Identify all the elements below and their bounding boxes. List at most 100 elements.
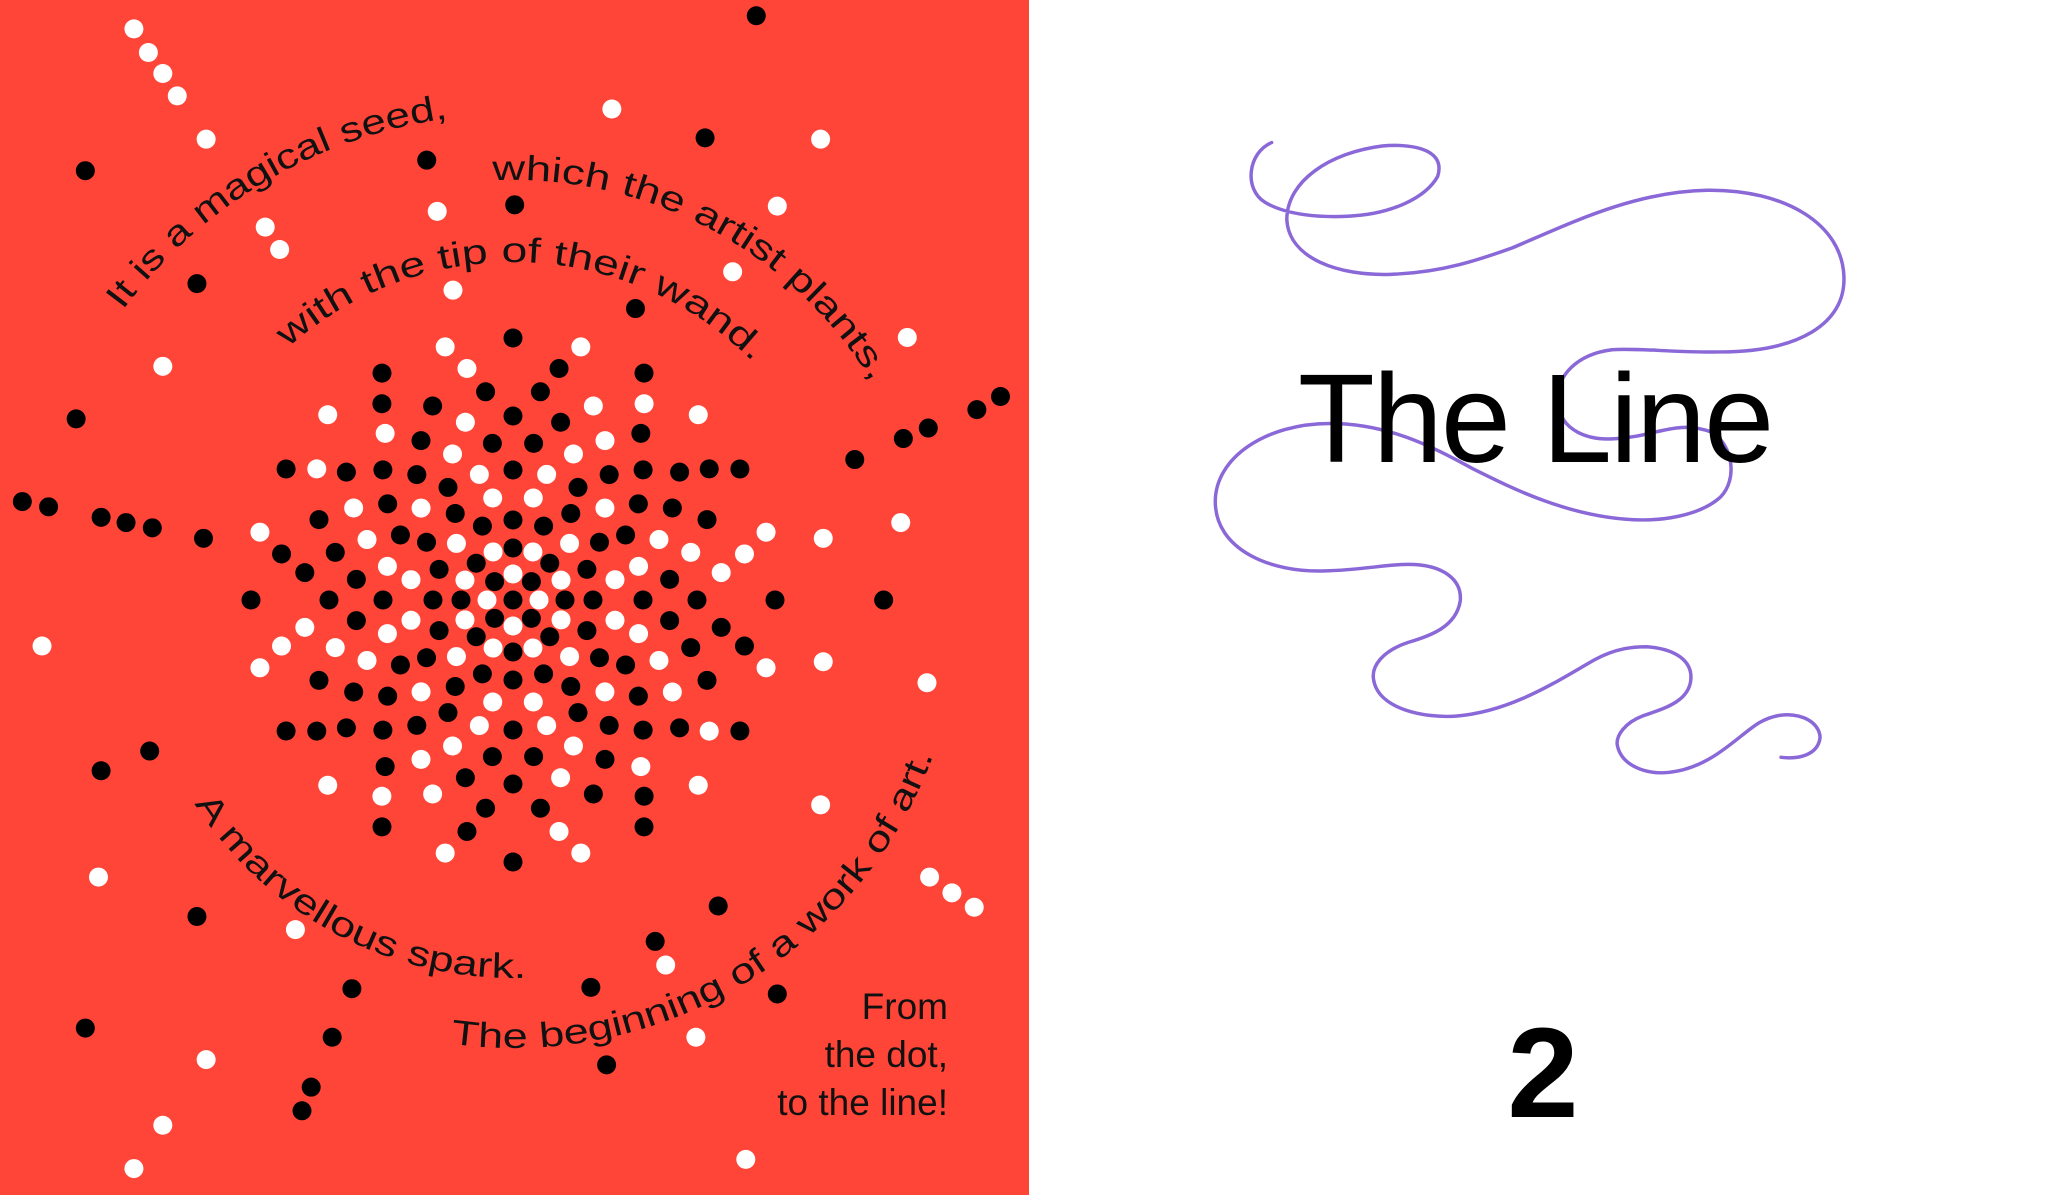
dot: [551, 570, 571, 590]
dot: [272, 636, 292, 656]
dot: [390, 655, 410, 675]
dot: [373, 720, 393, 740]
dot: [457, 821, 477, 841]
dot: [438, 703, 458, 723]
dot: [625, 299, 645, 319]
dot: [503, 642, 523, 662]
dot: [505, 195, 525, 215]
dot: [309, 670, 329, 690]
dot: [767, 196, 787, 216]
dot: [730, 721, 750, 741]
dot: [688, 405, 708, 425]
dot: [423, 396, 443, 416]
dot: [549, 359, 569, 379]
left-page-illustration: It is a magical seed, which the artist pl…: [0, 0, 1029, 1195]
dot: [595, 682, 615, 702]
dot: [423, 784, 443, 804]
dot: [549, 821, 569, 841]
dot: [503, 670, 523, 690]
dot: [443, 280, 463, 300]
dot: [401, 610, 421, 630]
dot: [540, 627, 560, 647]
dot: [301, 1077, 321, 1097]
dot: [711, 617, 731, 637]
dot: [695, 128, 715, 148]
dot: [455, 768, 475, 788]
dot: [599, 715, 619, 735]
dot: [891, 513, 911, 533]
dot: [917, 673, 937, 693]
dot: [746, 6, 766, 26]
dot: [634, 786, 654, 806]
dot: [503, 616, 523, 636]
dot: [336, 462, 356, 482]
dot: [551, 768, 571, 788]
dot: [346, 569, 366, 589]
dot: [537, 464, 557, 484]
dot: [435, 337, 455, 357]
dot: [628, 686, 648, 706]
dot: [187, 906, 207, 926]
dot: [485, 572, 505, 592]
dot: [503, 460, 523, 480]
dot: [318, 405, 338, 425]
dot: [483, 542, 503, 562]
dot: [503, 510, 523, 530]
dot: [276, 459, 296, 479]
dot: [124, 19, 144, 39]
dot: [577, 559, 597, 579]
arc-text-content: with the tip of their wand.: [267, 231, 774, 368]
dot: [521, 572, 541, 592]
dot: [918, 418, 938, 438]
dot: [91, 507, 111, 527]
dot: [250, 658, 270, 678]
dot: [378, 686, 398, 706]
dot: [346, 611, 366, 631]
dot: [708, 896, 728, 916]
dot: [756, 658, 776, 678]
dot: [390, 525, 410, 545]
dot: [417, 648, 437, 668]
dot: [583, 590, 603, 610]
dot: [920, 867, 940, 887]
page-number: 2: [1507, 1002, 1579, 1145]
dot: [597, 1055, 617, 1075]
dot: [276, 721, 296, 741]
dot: [124, 1159, 144, 1179]
dot: [551, 610, 571, 630]
dot: [967, 400, 987, 420]
dot: [589, 648, 609, 668]
dot: [325, 638, 345, 658]
dot: [540, 553, 560, 573]
dot: [342, 979, 362, 999]
dot: [686, 1027, 706, 1047]
dot: [325, 542, 345, 562]
dot: [568, 477, 588, 497]
dot: [377, 556, 397, 576]
dot: [375, 423, 395, 443]
dot: [633, 460, 653, 480]
dot: [670, 462, 690, 482]
dot: [602, 99, 622, 119]
dot: [140, 741, 160, 761]
closing-line: to the line!: [777, 1082, 948, 1123]
dot: [633, 590, 653, 610]
dot: [662, 682, 682, 702]
dot: [66, 409, 86, 429]
dot: [344, 682, 364, 702]
dot: [581, 977, 601, 997]
dot: [521, 608, 541, 628]
dot: [681, 638, 701, 658]
dot: [503, 774, 523, 794]
dot: [699, 459, 719, 479]
dot: [75, 161, 95, 181]
dot: [734, 636, 754, 656]
dot: [307, 459, 327, 479]
dot: [295, 617, 315, 637]
dot: [633, 720, 653, 740]
dot: [153, 356, 173, 376]
dot: [561, 504, 581, 524]
dot: [583, 784, 603, 804]
dot: [372, 394, 392, 414]
dot: [429, 559, 449, 579]
